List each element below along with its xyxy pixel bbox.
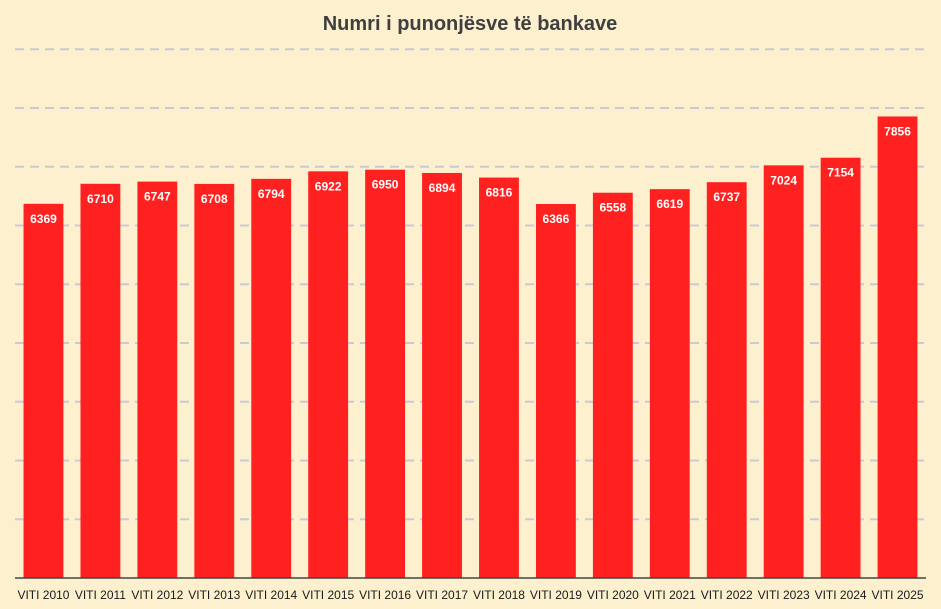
- x-tick-label: VITI 2017: [416, 588, 468, 602]
- bars: [23, 116, 918, 579]
- bar-viti-2017: [422, 172, 462, 579]
- bar-value-label: 6619: [656, 197, 683, 211]
- bar-viti-2016: [365, 169, 406, 578]
- bar-viti-2025: [877, 116, 918, 579]
- x-tick-label: VITI 2025: [872, 588, 924, 602]
- bar-viti-2014: [251, 178, 292, 579]
- bar-value-label: 6922: [315, 179, 342, 193]
- bar-value-label: 7856: [884, 124, 911, 138]
- bar-viti-2019: [535, 203, 576, 578]
- x-tick-label: VITI 2010: [17, 588, 69, 602]
- bar-value-label: 7154: [827, 166, 854, 180]
- bar-value-labels: 6369 6710 6747 6708 6794 6922 6950 6894 6816 6366…: [30, 124, 911, 226]
- bar-value-label: 6737: [713, 190, 740, 204]
- x-tick-label: VITI 2024: [815, 588, 867, 602]
- bar-value-label: 6794: [258, 187, 285, 201]
- bar-viti-2013: [194, 183, 235, 578]
- bar-viti-2015: [308, 171, 349, 578]
- x-tick-label: VITI 2014: [245, 588, 297, 602]
- bar-value-label: 6816: [486, 186, 513, 200]
- x-tick-label: VITI 2011: [75, 588, 126, 602]
- bar-value-label: 6894: [429, 181, 456, 195]
- x-tick-label: VITI 2015: [302, 588, 354, 602]
- x-tick-label: VITI 2022: [701, 588, 753, 602]
- bar-viti-2012: [137, 181, 178, 578]
- bar-viti-2021: [649, 189, 690, 579]
- bar-value-label: 6708: [201, 192, 228, 206]
- bar-viti-2022: [706, 182, 747, 579]
- bar-viti-2010: [23, 203, 64, 579]
- bar-value-label: 7024: [770, 173, 797, 187]
- bar-value-label: 6710: [87, 192, 114, 206]
- x-tick-label: VITI 2019: [530, 588, 582, 602]
- bar-value-label: 6558: [599, 201, 626, 215]
- bar-viti-2020: [592, 192, 633, 578]
- bar-value-label: 6366: [543, 212, 570, 226]
- bar-value-label: 6369: [30, 212, 57, 226]
- bar-value-label: 6747: [144, 190, 171, 204]
- x-tick-label: VITI 2020: [587, 588, 639, 602]
- bar-value-label: 6950: [372, 178, 399, 192]
- x-tick-label: VITI 2013: [188, 588, 240, 602]
- x-tick-label: VITI 2016: [359, 588, 411, 602]
- x-axis-tick-labels: VITI 2010 VITI 2011 VITI 2012 VITI 2013 VITI…: [17, 588, 923, 602]
- bar-viti-2011: [80, 183, 121, 578]
- x-tick-label: VITI 2021: [644, 588, 696, 602]
- bar-viti-2024: [820, 157, 861, 578]
- x-tick-label: VITI 2023: [758, 588, 810, 602]
- bar-viti-2018: [479, 177, 519, 578]
- bar-viti-2023: [763, 165, 804, 578]
- chart-title: Numri i punonjësve të bankave: [323, 13, 618, 35]
- x-tick-label: VITI 2018: [473, 588, 525, 602]
- x-tick-label: VITI 2012: [131, 588, 183, 602]
